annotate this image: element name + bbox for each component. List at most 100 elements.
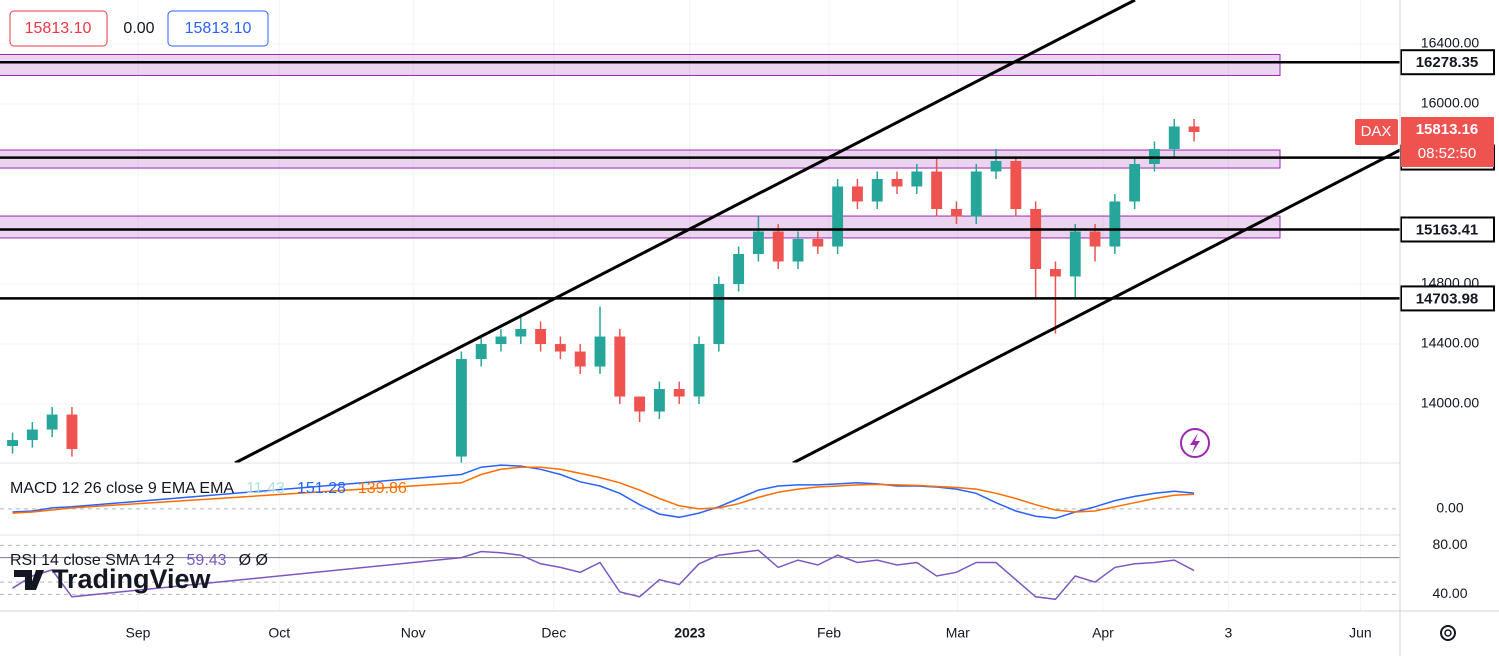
candle-body: [733, 254, 745, 285]
alert-icon[interactable]: [1180, 428, 1210, 458]
zone: [0, 149, 1281, 169]
candle-body: [26, 429, 38, 441]
close-value: 15813.10: [185, 20, 252, 37]
indicator-readout: 151.28: [297, 480, 346, 497]
candle-body: [66, 414, 78, 450]
zone: [0, 215, 1281, 239]
candle-body: [792, 239, 804, 262]
level-label-box: [1400, 49, 1495, 76]
candle-body: [891, 178, 903, 187]
x-tick-label: 2023: [674, 625, 705, 641]
candle-body: [950, 208, 962, 217]
level-label-box: [1400, 285, 1495, 312]
candle-body: [772, 231, 784, 262]
candle-body: [46, 414, 58, 430]
x-tick-label: Feb: [817, 625, 841, 641]
indicator-readout: 11.43: [246, 480, 285, 497]
candle-body: [535, 329, 547, 345]
candle-body: [475, 344, 487, 360]
candle-body: [1188, 126, 1200, 133]
indicators: [0, 464, 1400, 601]
candle-body: [594, 336, 606, 367]
level-label: 14703.98: [1416, 290, 1479, 307]
candle-body: [1050, 269, 1061, 277]
candle-body: [634, 396, 646, 412]
channel-lower: [792, 148, 1400, 463]
indicator-line: [12, 464, 1195, 520]
channel-upper: [234, 0, 1136, 463]
candle-body: [554, 344, 566, 352]
y-tick-label: 16000.00: [1421, 95, 1480, 111]
candle-body: [1010, 160, 1022, 209]
indicator-line: [12, 549, 1195, 601]
open-value: 15813.10: [25, 20, 92, 37]
candle-body: [752, 231, 764, 255]
candle-body: [713, 284, 725, 345]
watermark: TradingView: [52, 564, 212, 594]
candle-body: [1069, 231, 1081, 277]
axes: Sep Oct Nov Dec 2023 Feb Mar Apr 3 Jun 14000.00 144…: [10, 35, 1479, 641]
zones: [0, 53, 1281, 239]
candle-body: [832, 186, 844, 247]
x-tick-label: Oct: [268, 625, 290, 641]
y-tick-label: 0.00: [1436, 500, 1463, 516]
candle-body: [693, 344, 705, 397]
y-tick-label: 14800.00: [1421, 275, 1480, 291]
candle-body: [990, 160, 1002, 172]
x-tick-label: Jun: [1349, 625, 1372, 641]
candles: [7, 118, 1200, 463]
candle-body: [614, 336, 626, 397]
candle-body: [673, 389, 685, 397]
last-price-label: 15813.16: [1416, 121, 1479, 138]
candle-body: [812, 239, 824, 247]
close-box: [167, 10, 269, 47]
zone: [0, 53, 1281, 76]
logo: [14, 570, 44, 590]
x-tick-label: Sep: [125, 625, 150, 641]
x-tick-label: Nov: [401, 625, 426, 641]
candle-body: [7, 440, 18, 447]
candle-body: [495, 336, 507, 345]
x-tick-label: Dec: [541, 625, 566, 641]
candle-body: [871, 178, 883, 202]
candle-body: [1129, 163, 1141, 202]
x-tick-label: 3: [1224, 625, 1232, 641]
y-tick-label: 16400.00: [1421, 35, 1480, 51]
level-label: 15163.41: [1416, 221, 1479, 238]
level-label: 16278.35: [1416, 54, 1479, 71]
indicator-readout-text: Ø Ø: [239, 552, 268, 569]
x-tick-label: Apr: [1092, 625, 1114, 641]
channel: [234, 0, 1400, 463]
change-value: 0.00: [123, 20, 154, 37]
y-tick-label: 14000.00: [1421, 395, 1480, 411]
indicator-title: RSI 14 close SMA 14 2: [10, 552, 175, 569]
indicator-title: MACD 12 26 close 9 EMA EMA: [10, 480, 234, 497]
symbol-box: [1355, 119, 1398, 146]
open-box: [9, 10, 108, 47]
candle-body: [515, 329, 527, 337]
levels: 16278.3515642.7615163.4114703.98DAX15813…: [0, 49, 1495, 312]
indicator-readout: 139.86: [358, 480, 407, 497]
candle-body: [1089, 231, 1101, 247]
y-tick-label: 40.00: [1432, 585, 1467, 601]
candle-body: [1109, 201, 1121, 247]
settings-icon[interactable]: [1440, 625, 1456, 641]
candle-body: [653, 389, 665, 412]
candle-body: [574, 351, 586, 367]
indicator-readout: 59.43: [187, 552, 227, 569]
level-label-box: [1400, 216, 1495, 243]
y-tick-label: 80.00: [1432, 536, 1467, 552]
countdown-label: 08:52:50: [1418, 145, 1476, 162]
candle-body: [970, 171, 982, 217]
last-price-box: [1401, 117, 1494, 168]
candle-body: [455, 359, 467, 457]
indicator-line: [12, 466, 1195, 514]
candle-body: [931, 171, 943, 209]
candle-body: [1030, 208, 1042, 270]
candle-body: [911, 171, 923, 187]
grid: [0, 0, 1400, 611]
x-tick-label: Mar: [946, 625, 970, 641]
candle-body: [1168, 126, 1180, 149]
